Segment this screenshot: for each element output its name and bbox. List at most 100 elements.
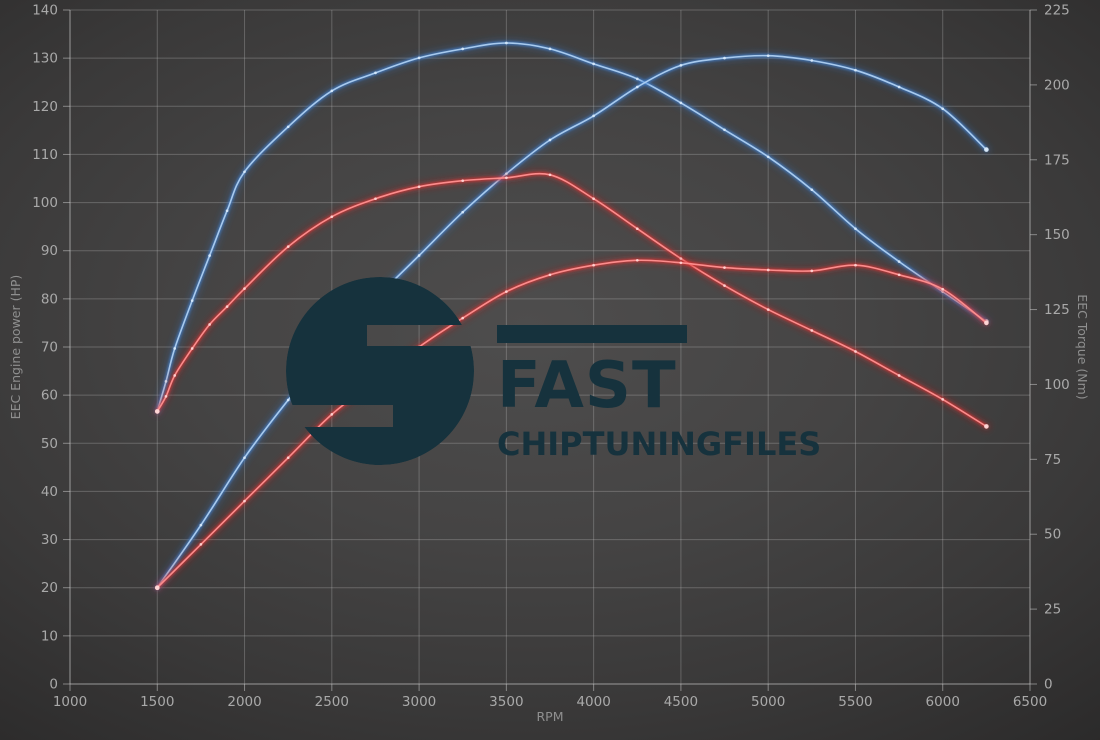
x-tick-label: 5000 <box>751 694 785 710</box>
left-tick-label: 100 <box>32 195 58 211</box>
axes: 0 10 20 30 40 50 60 70 80 90 100 110 120 130 140 0 25 50 7… <box>32 3 1070 711</box>
x-tick-label: 5500 <box>838 694 872 710</box>
data-point <box>810 269 814 273</box>
data-point <box>679 261 683 265</box>
data-point <box>155 409 160 414</box>
watermark: FAST CHIPTUNINGFILES <box>286 277 821 465</box>
data-point <box>941 107 945 111</box>
data-point <box>461 210 465 214</box>
data-point <box>897 273 901 277</box>
data-point <box>723 128 726 132</box>
x-tick-label: 6000 <box>926 694 960 710</box>
data-point <box>173 347 177 350</box>
data-point <box>723 266 726 269</box>
data-point <box>417 254 421 257</box>
data-point <box>897 85 901 89</box>
data-point <box>199 543 203 546</box>
data-point <box>505 176 508 180</box>
x-tick-label: 2000 <box>227 694 261 710</box>
right-axis-title: EEC Torque (Nm) <box>1075 294 1090 399</box>
left-tick-label: 10 <box>41 628 58 644</box>
right-tick-label: 200 <box>1044 77 1070 93</box>
watermark-subtitle: CHIPTUNINGFILES <box>497 425 821 463</box>
data-point <box>190 347 194 350</box>
left-tick-label: 20 <box>41 580 58 596</box>
data-point <box>461 47 465 51</box>
data-point <box>548 138 552 142</box>
data-point <box>810 59 814 62</box>
x-tick-label: 1500 <box>140 694 174 710</box>
data-point <box>505 41 508 45</box>
left-tick-label: 60 <box>41 388 58 404</box>
right-tick-label: 100 <box>1044 377 1070 393</box>
data-point <box>243 287 246 290</box>
data-point <box>679 101 683 105</box>
series-original-torque <box>152 168 992 432</box>
data-point <box>548 47 552 51</box>
data-point <box>164 395 168 398</box>
data-point <box>941 287 945 291</box>
data-point <box>243 499 246 503</box>
series-tuned-power <box>152 50 992 593</box>
x-tick-label: 2500 <box>315 694 349 710</box>
data-point <box>225 209 229 213</box>
data-point <box>225 305 229 308</box>
data-point <box>461 179 465 183</box>
data-point <box>984 424 989 429</box>
data-point <box>592 114 595 118</box>
x-tick-label: 4000 <box>576 694 610 710</box>
data-point <box>286 125 290 129</box>
gridlines <box>69 9 1031 685</box>
x-axis-title: RPM <box>536 709 563 724</box>
data-point <box>155 585 160 590</box>
x-tick-label: 4500 <box>664 694 698 710</box>
watermark-title: FAST <box>497 349 677 423</box>
right-tick-label: 225 <box>1044 3 1070 19</box>
data-point <box>374 197 377 201</box>
watermark-bar <box>497 325 687 343</box>
x-tick-label: 3000 <box>402 694 436 710</box>
right-tick-label: 125 <box>1044 302 1070 318</box>
left-tick-label: 40 <box>41 484 58 500</box>
series-curves <box>152 37 992 593</box>
right-tick-label: 175 <box>1044 152 1070 168</box>
right-tick-label: 75 <box>1044 452 1061 468</box>
data-point <box>592 263 595 267</box>
data-point <box>190 299 194 302</box>
left-tick-label: 110 <box>32 147 58 163</box>
left-tick-label: 120 <box>32 99 58 115</box>
data-point <box>941 398 945 401</box>
data-point <box>766 308 770 311</box>
data-point <box>766 54 770 58</box>
data-point <box>635 85 639 89</box>
data-point <box>679 64 683 67</box>
data-point <box>548 273 552 277</box>
data-point <box>897 260 901 263</box>
left-tick-label: 130 <box>32 51 58 67</box>
left-axis-title: EEC Engine power (HP) <box>8 275 23 420</box>
data-point <box>635 77 639 81</box>
data-point <box>854 227 857 231</box>
data-point <box>766 155 770 159</box>
data-point <box>592 62 595 66</box>
data-point <box>173 374 177 377</box>
data-point <box>286 456 290 460</box>
data-point <box>330 215 334 219</box>
x-tick-label: 3500 <box>489 694 523 710</box>
data-point <box>208 323 211 326</box>
data-point <box>897 374 901 377</box>
data-point <box>723 56 726 60</box>
data-point <box>243 456 246 460</box>
data-point <box>810 188 814 192</box>
right-tick-label: 25 <box>1044 602 1061 618</box>
right-tick-label: 0 <box>1044 677 1053 693</box>
data-point <box>984 320 989 326</box>
left-tick-label: 0 <box>49 677 58 693</box>
left-tick-label: 90 <box>41 243 58 259</box>
data-point <box>199 523 203 527</box>
data-point <box>286 398 290 402</box>
x-tick-label: 6500 <box>1013 694 1047 710</box>
right-tick-label: 50 <box>1044 527 1061 543</box>
data-point <box>417 185 421 189</box>
data-point <box>286 245 290 248</box>
